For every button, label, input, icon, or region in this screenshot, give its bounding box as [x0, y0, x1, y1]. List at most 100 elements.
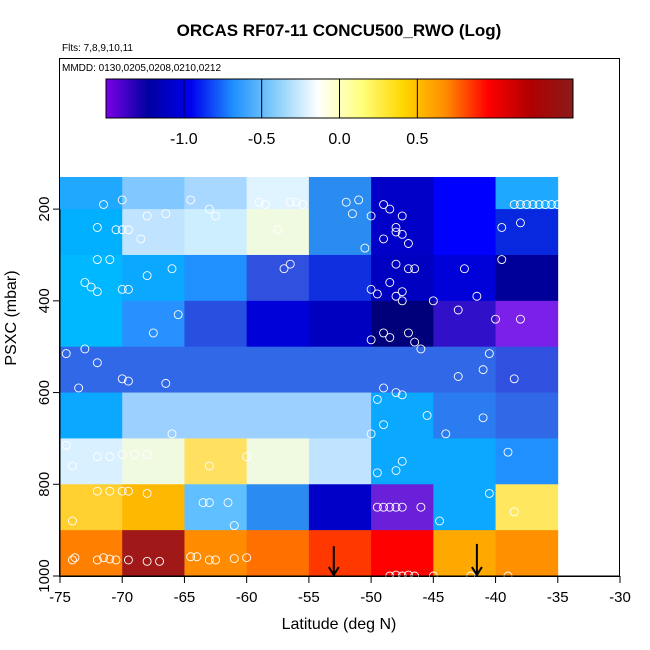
observation-point — [547, 200, 557, 209]
axes: -75 -70 -65 -60 -55 -50 -45 -40 -35 -30 200 400 600 8… — [36, 197, 631, 606]
flights-note: Flts: 7,8,9,10,11 — [62, 43, 133, 54]
colorbar-tick-label: 0.0 — [328, 131, 350, 148]
observation-point — [372, 468, 382, 478]
observation-point — [515, 218, 525, 228]
heatmap-cell — [433, 177, 496, 210]
observation-point — [105, 554, 115, 564]
heatmap-cell — [184, 177, 248, 210]
heatmap-cell — [433, 300, 496, 348]
observation-point — [92, 255, 102, 265]
heatmap-cell — [371, 300, 434, 348]
observation-point — [397, 456, 407, 466]
observation-point — [148, 328, 158, 338]
heatmap-cell — [371, 392, 434, 439]
observation-point — [416, 502, 426, 512]
observation-point — [397, 390, 407, 400]
observation-point — [117, 374, 127, 384]
heatmap-cell — [308, 177, 372, 210]
observation-point — [341, 197, 351, 207]
observation-point — [123, 555, 133, 565]
observation-point — [372, 289, 382, 299]
observation-point — [441, 429, 451, 439]
y-tick-label: 800 — [36, 472, 53, 497]
heatmap-cell — [308, 300, 372, 348]
heatmap-cell — [246, 300, 310, 348]
heatmap-cell — [371, 254, 434, 302]
observation-point — [123, 225, 133, 235]
heatmap-cell — [371, 530, 434, 577]
observation-point — [105, 486, 115, 496]
observation-point — [242, 553, 252, 563]
observation-point — [192, 552, 202, 562]
observation-point — [453, 305, 463, 315]
observation-point — [92, 486, 102, 496]
heatmap-cell — [60, 484, 123, 531]
heatmap-cell — [246, 346, 310, 393]
heatmap-cell — [122, 254, 185, 302]
heatmap-cell — [246, 392, 310, 439]
observation-point — [397, 287, 407, 297]
dates-note: MMDD: 0130,0205,0208,0210,0212 — [62, 63, 221, 74]
y-tick-label: 200 — [36, 197, 53, 222]
observation-point — [204, 204, 214, 214]
heatmap-cell — [433, 392, 496, 439]
observation-point — [391, 570, 401, 580]
observation-point — [186, 195, 196, 205]
x-tick-label: -50 — [360, 589, 382, 606]
observation-point — [111, 225, 121, 235]
observation-point — [291, 197, 301, 207]
colorbar-tick-label: 0.5 — [406, 131, 428, 148]
heatmap-cell — [60, 177, 123, 210]
heatmap-cell — [246, 254, 310, 302]
x-tick-label: -45 — [422, 589, 444, 606]
observation-point — [229, 521, 239, 531]
observation-point — [391, 222, 401, 232]
observation-point — [522, 200, 532, 209]
heatmap-cell — [184, 530, 248, 577]
heatmap-cell — [308, 484, 372, 531]
observation-point — [67, 516, 77, 526]
heatmap-cell — [371, 484, 434, 531]
heatmap-cell — [246, 438, 310, 485]
heatmap-cell — [308, 438, 372, 485]
heatmap-cell — [122, 177, 185, 210]
observation-points — [61, 195, 569, 581]
observation-point — [366, 429, 376, 439]
heatmap-cell — [433, 209, 496, 256]
observation-point — [403, 264, 413, 274]
x-tick-label: -40 — [485, 589, 507, 606]
x-tick-label: -65 — [174, 589, 196, 606]
observation-point — [211, 211, 221, 221]
observation-point — [173, 310, 183, 320]
observation-point — [117, 486, 127, 496]
heatmap-cell — [495, 300, 559, 348]
heatmap-cell — [122, 300, 185, 348]
observation-point — [117, 225, 127, 235]
heatmap-cell — [308, 209, 372, 256]
observation-point — [285, 197, 295, 207]
heatmap-cell — [495, 254, 559, 302]
observation-point — [410, 264, 420, 274]
observation-point — [397, 296, 407, 306]
observation-point — [117, 195, 127, 205]
heatmap-cell — [122, 438, 185, 485]
observation-point — [186, 552, 196, 562]
heatmap-cell — [433, 346, 496, 393]
observation-point — [453, 372, 463, 381]
observation-point — [559, 200, 569, 209]
observation-point — [379, 502, 389, 512]
heatmap-cell — [495, 177, 559, 210]
observation-point — [130, 450, 140, 459]
observation-point — [86, 282, 96, 292]
observation-point — [509, 507, 519, 517]
observation-point — [123, 486, 133, 496]
x-tick-label: -75 — [49, 589, 71, 606]
observation-point — [111, 555, 121, 565]
heatmap-cell — [184, 254, 248, 302]
observation-point — [80, 344, 90, 354]
location-arrows — [327, 543, 483, 577]
observation-point — [92, 222, 102, 232]
observation-point — [385, 204, 395, 214]
observation-point — [410, 337, 420, 347]
observation-point — [142, 556, 152, 566]
